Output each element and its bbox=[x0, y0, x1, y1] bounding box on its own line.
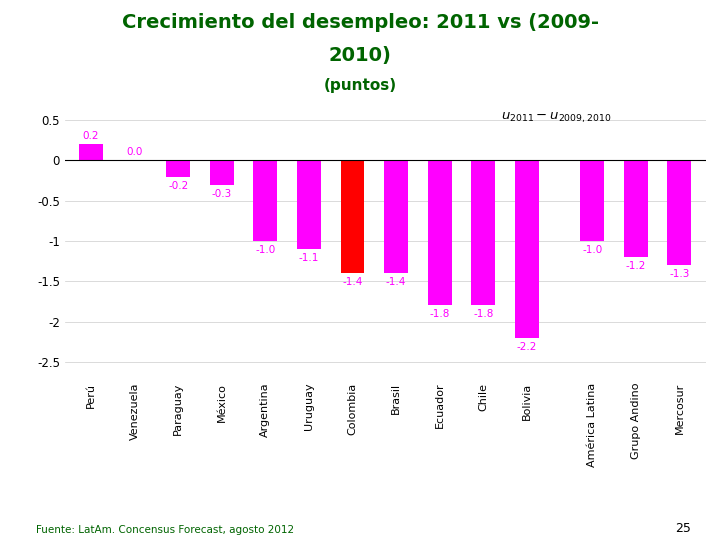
Text: -1.0: -1.0 bbox=[255, 245, 276, 255]
Bar bbox=[166, 160, 190, 177]
Text: -1.4: -1.4 bbox=[386, 277, 406, 287]
Bar bbox=[384, 160, 408, 273]
Bar bbox=[297, 160, 321, 249]
Text: -1.3: -1.3 bbox=[670, 269, 690, 279]
Bar bbox=[515, 160, 539, 338]
Text: $u_{2011} - u_{2009,2010}$: $u_{2011} - u_{2009,2010}$ bbox=[500, 111, 611, 125]
Bar bbox=[580, 160, 604, 241]
Bar bbox=[210, 160, 234, 185]
Text: -1.2: -1.2 bbox=[626, 261, 646, 271]
Text: -2.2: -2.2 bbox=[517, 342, 537, 352]
Bar bbox=[253, 160, 277, 241]
Text: -0.3: -0.3 bbox=[212, 188, 232, 199]
Text: -1.0: -1.0 bbox=[582, 245, 603, 255]
Text: -1.1: -1.1 bbox=[299, 253, 319, 263]
Text: 25: 25 bbox=[675, 522, 691, 535]
Bar bbox=[624, 160, 648, 257]
Text: Crecimiento del desempleo: 2011 vs (2009-: Crecimiento del desempleo: 2011 vs (2009… bbox=[122, 14, 598, 32]
Bar bbox=[79, 144, 103, 160]
Text: 0.2: 0.2 bbox=[83, 131, 99, 141]
Bar bbox=[472, 160, 495, 306]
Text: 0.0: 0.0 bbox=[126, 147, 143, 157]
Text: -1.8: -1.8 bbox=[430, 309, 450, 320]
Text: (puntos): (puntos) bbox=[323, 78, 397, 93]
Text: -1.8: -1.8 bbox=[473, 309, 493, 320]
Bar bbox=[428, 160, 451, 306]
Text: -1.4: -1.4 bbox=[342, 277, 363, 287]
Bar bbox=[341, 160, 364, 273]
Text: Fuente: LatAm. Concensus Forecast, agosto 2012: Fuente: LatAm. Concensus Forecast, agost… bbox=[36, 524, 294, 535]
Bar bbox=[667, 160, 691, 265]
Text: 2010): 2010) bbox=[328, 46, 392, 65]
Text: -0.2: -0.2 bbox=[168, 180, 188, 191]
